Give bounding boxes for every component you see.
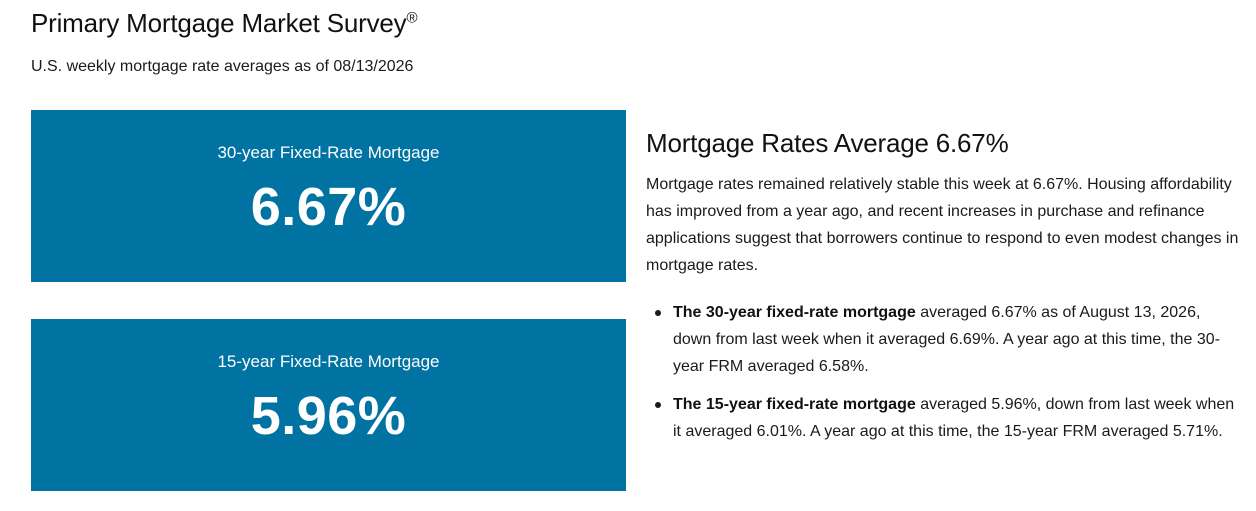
rate-card-value: 6.67% [250,177,407,237]
rate-card-30-year: 30-year Fixed-Rate Mortgage 6.67% [31,110,626,282]
summary-section: Mortgage Rates Average 6.67% Mortgage ra… [646,128,1242,456]
bullet-dot-icon [655,310,661,316]
registered-mark: ® [406,9,418,27]
bullet-30-year: The 30-year fixed-rate mortgage averaged… [646,299,1242,380]
page-title: Primary Mortgage Market Survey® [31,8,418,39]
summary-paragraph: Mortgage rates remained relatively stabl… [646,176,1239,274]
bullet-text: averaged 6.67% as of August 13, 2026, do… [673,304,1220,375]
bullet-dot-icon [655,402,661,408]
rate-card-value: 5.96% [250,386,407,446]
rate-card-label: 30-year Fixed-Rate Mortgage [217,143,440,162]
bullet-text: averaged 5.96%, down from last week when… [673,396,1235,440]
page-title-text: Primary Mortgage Market Survey [31,8,407,38]
rate-card-label: 15-year Fixed-Rate Mortgage [217,352,440,371]
page-subtitle: U.S. weekly mortgage rate averages as of… [31,58,414,75]
rate-card-15-year: 15-year Fixed-Rate Mortgage 5.96% [31,319,626,491]
bullet-15-year: The 15-year fixed-rate mortgage averaged… [646,391,1242,445]
summary-bullet-list: The 30-year fixed-rate mortgage averaged… [646,299,1242,445]
summary-heading: Mortgage Rates Average 6.67% [646,128,1009,158]
bullet-bold-lead: The 30-year fixed-rate mortgage [673,304,916,321]
bullet-bold-lead: The 15-year fixed-rate mortgage [673,396,916,413]
